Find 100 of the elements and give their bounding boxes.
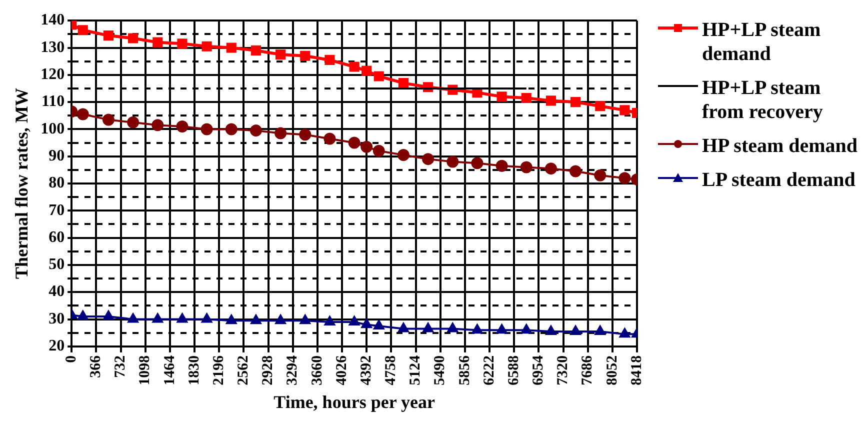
- x-tick-label: 732: [112, 355, 129, 378]
- point: [103, 30, 114, 41]
- y-tick-label: 70: [48, 202, 65, 219]
- point: [127, 116, 140, 128]
- x-tick-label: 4758: [383, 355, 400, 386]
- point: [520, 161, 532, 174]
- point: [275, 314, 286, 324]
- point: [348, 316, 360, 326]
- point: [128, 33, 138, 44]
- x-tick-label: 6588: [506, 355, 522, 386]
- x-tick-label: 5124: [408, 354, 424, 386]
- y-tick-label: 40: [48, 283, 65, 300]
- point: [521, 324, 532, 334]
- point: [361, 318, 372, 328]
- point: [422, 153, 434, 166]
- point: [446, 156, 459, 168]
- x-tick-label: 5856: [456, 354, 473, 386]
- x-tick-label: 3294: [284, 354, 301, 386]
- point: [348, 136, 360, 149]
- point: [619, 328, 630, 338]
- y-tick-label: 90: [48, 147, 65, 164]
- x-tick-label: 8052: [604, 355, 620, 386]
- point: [447, 322, 458, 332]
- point: [299, 128, 312, 141]
- point: [544, 162, 557, 175]
- point: [594, 169, 606, 182]
- x-tick-label: 4026: [334, 354, 350, 386]
- point: [103, 310, 114, 320]
- x-tick-label: 6954: [530, 354, 547, 386]
- point: [78, 25, 88, 36]
- y-tick-label: 50: [48, 256, 65, 274]
- point: [202, 41, 212, 52]
- x-tick-label: 5490: [432, 355, 448, 386]
- point: [201, 313, 212, 323]
- x-tick-label: 1830: [186, 355, 202, 386]
- point: [398, 78, 408, 88]
- y-tick-label: 140: [40, 12, 65, 29]
- point: [152, 119, 164, 132]
- point: [274, 127, 287, 140]
- point: [300, 314, 310, 324]
- y-tick-label: 30: [48, 310, 65, 328]
- point: [360, 140, 373, 153]
- point: [76, 108, 89, 120]
- point: [300, 50, 310, 61]
- point: [570, 97, 581, 108]
- point: [152, 37, 163, 48]
- x-tick-label: 3660: [309, 355, 326, 386]
- point: [177, 38, 188, 49]
- point: [595, 101, 606, 112]
- point: [546, 325, 556, 335]
- x-tick-label: 7320: [555, 355, 572, 386]
- point: [226, 314, 237, 324]
- point: [521, 92, 532, 104]
- point: [620, 105, 630, 116]
- point: [152, 313, 163, 323]
- point: [362, 66, 372, 76]
- point: [422, 322, 434, 332]
- x-tick-label: 2196: [210, 354, 227, 386]
- point: [472, 324, 483, 334]
- x-tick-label: 6222: [481, 355, 498, 386]
- point: [324, 132, 336, 145]
- point: [176, 313, 188, 323]
- x-tick-label: 2928: [260, 355, 276, 386]
- point: [78, 310, 88, 320]
- y-tick-label: 100: [40, 120, 65, 138]
- legend-label: HP+LP steam from recovery: [702, 76, 824, 124]
- point: [276, 50, 286, 60]
- point: [496, 324, 508, 334]
- x-tick-label: 1098: [137, 355, 154, 386]
- point: [496, 92, 507, 102]
- point: [546, 96, 556, 106]
- x-tick-label: 4392: [358, 355, 374, 386]
- point: [618, 172, 631, 184]
- point: [250, 124, 262, 137]
- point: [200, 123, 213, 136]
- y-tick-label: 120: [40, 66, 65, 84]
- x-axis-title: Time, hours per year: [274, 392, 435, 412]
- x-tick-label: 1464: [162, 354, 178, 386]
- point: [250, 45, 262, 56]
- y-axis-title: Thermal flow rates, MW: [11, 88, 32, 279]
- point: [570, 325, 581, 335]
- y-tick-label: 110: [41, 93, 65, 110]
- point: [102, 114, 114, 126]
- point: [176, 120, 188, 132]
- point: [374, 71, 384, 82]
- point: [496, 160, 508, 172]
- point: [471, 157, 484, 170]
- y-tick-label: 80: [48, 174, 65, 192]
- point: [349, 62, 360, 72]
- point: [324, 54, 335, 66]
- x-tick-label: 2562: [236, 355, 252, 386]
- x-tick-label: 0: [63, 355, 80, 363]
- point: [398, 322, 409, 332]
- x-tick-label: 7686: [580, 354, 596, 386]
- legend-label: LP steam demand: [702, 168, 856, 192]
- x-tick-label: 366: [88, 354, 104, 378]
- point: [250, 314, 262, 324]
- point: [372, 144, 385, 157]
- point: [594, 325, 606, 335]
- x-tick-label: 8418: [628, 355, 645, 386]
